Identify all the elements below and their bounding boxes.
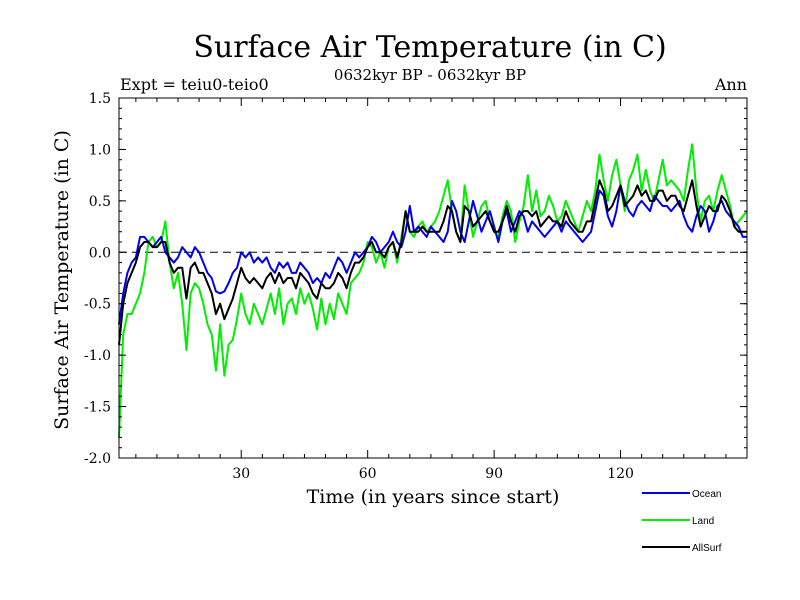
plot-area: -2.0 -1.5 -1.0 -0.5 0.0 0.5 1.0 1.5 30 60 90 120 — [84, 91, 748, 482]
y-tick-label: -2.0 — [84, 451, 111, 467]
y-tick-label: 0.0 — [89, 245, 111, 261]
series-line-land — [118, 143, 748, 438]
season-label: Ann — [714, 75, 747, 94]
x-tick-label: 90 — [485, 466, 503, 482]
series-lines — [118, 143, 748, 438]
x-tick-label: 30 — [232, 466, 250, 482]
y-tick-label: 1.5 — [89, 91, 111, 107]
y-axis-label: Surface Air Temperature (in C) — [51, 130, 73, 430]
x-tick-label: 120 — [607, 466, 634, 482]
series-line-ocean — [118, 184, 747, 325]
expt-label: Expt = teiu0-teio0 — [120, 75, 269, 94]
y-tick-label: -0.5 — [84, 297, 111, 313]
legend-label-allsurf: AllSurf — [692, 543, 722, 554]
legend: Ocean Land AllSurf — [642, 489, 722, 554]
chart-subtitle: 0632kyr BP - 0632kyr BP — [334, 66, 526, 84]
y-tick-label: 0.5 — [89, 194, 111, 210]
y-tick-label: 1.0 — [89, 142, 111, 158]
chart-title: Surface Air Temperature (in C) — [193, 30, 666, 65]
legend-label-land: Land — [692, 516, 714, 527]
x-tick-label: 60 — [359, 466, 377, 482]
axis-ticks: -2.0 -1.5 -1.0 -0.5 0.0 0.5 1.0 1.5 30 60 90 120 — [84, 91, 747, 482]
x-axis-label: Time (in years since start) — [307, 486, 560, 508]
plot-frame — [118, 97, 748, 459]
y-tick-label: -1.0 — [84, 348, 111, 364]
legend-label-ocean: Ocean — [692, 489, 721, 500]
series-line-allsurf — [118, 179, 747, 345]
y-tick-label: -1.5 — [84, 400, 111, 416]
